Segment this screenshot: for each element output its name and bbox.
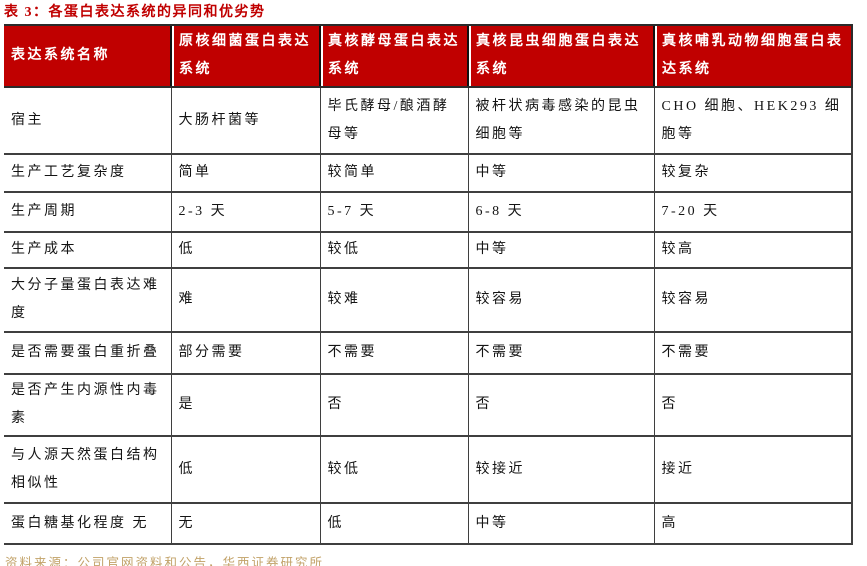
row-label: 大分子量蛋白表达难度 bbox=[4, 268, 171, 333]
row-label: 生产周期 bbox=[4, 192, 171, 233]
source-note: 资料来源：公司官网资料和公告，华西证券研究所 bbox=[5, 556, 325, 566]
column-header-eukaryotic-mammalian: 真核哺乳动物细胞蛋白表达系统 bbox=[653, 24, 853, 88]
column-header-system-name: 表达系统名称 bbox=[4, 24, 171, 88]
cell-mammalian: 接近 bbox=[653, 436, 853, 504]
cell-bacteria: 简单 bbox=[170, 154, 320, 193]
cell-mammalian: 不需要 bbox=[653, 332, 853, 375]
cell-yeast: 低 bbox=[319, 503, 468, 545]
cell-insect: 6-8 天 bbox=[467, 192, 654, 233]
row-label: 生产成本 bbox=[4, 232, 171, 269]
cell-insect: 中等 bbox=[467, 503, 654, 545]
row-label: 与人源天然蛋白结构相似性 bbox=[4, 436, 171, 504]
table-row: 大分子量蛋白表达难度 难 较难 较容易 较容易 bbox=[4, 268, 853, 333]
row-label: 蛋白糖基化程度 无 bbox=[4, 503, 171, 545]
cell-insect: 较接近 bbox=[467, 436, 654, 504]
table-row: 与人源天然蛋白结构相似性 低 较低 较接近 接近 bbox=[4, 436, 853, 504]
cell-insect: 中等 bbox=[467, 154, 654, 193]
row-label: 是否产生内源性内毒素 bbox=[4, 374, 171, 437]
cell-bacteria: 是 bbox=[170, 374, 320, 437]
table-row: 生产周期 2-3 天 5-7 天 6-8 天 7-20 天 bbox=[4, 192, 853, 233]
cell-mammalian: 较容易 bbox=[653, 268, 853, 333]
table-title: 表 3：各蛋白表达系统的异同和优劣势 bbox=[4, 5, 266, 20]
cell-bacteria: 无 bbox=[170, 503, 320, 545]
cell-bacteria: 2-3 天 bbox=[170, 192, 320, 233]
table-row: 是否需要蛋白重折叠 部分需要 不需要 不需要 不需要 bbox=[4, 332, 853, 375]
table-row: 生产成本 低 较低 中等 较高 bbox=[4, 232, 853, 269]
cell-bacteria: 难 bbox=[170, 268, 320, 333]
cell-mammalian: CHO 细胞、HEK293 细胞等 bbox=[653, 87, 853, 155]
table-header: 表达系统名称 原核细菌蛋白表达系统 真核酵母蛋白表达系统 真核昆虫细胞蛋白表达系… bbox=[4, 24, 853, 88]
expression-systems-comparison-table: 表达系统名称 原核细菌蛋白表达系统 真核酵母蛋白表达系统 真核昆虫细胞蛋白表达系… bbox=[4, 24, 853, 545]
header-row: 表达系统名称 原核细菌蛋白表达系统 真核酵母蛋白表达系统 真核昆虫细胞蛋白表达系… bbox=[4, 24, 853, 88]
table-row: 宿主 大肠杆菌等 毕氏酵母/酿酒酵母等 被杆状病毒感染的昆虫细胞等 CHO 细胞… bbox=[4, 87, 853, 155]
cell-yeast: 5-7 天 bbox=[319, 192, 468, 233]
cell-bacteria: 低 bbox=[170, 232, 320, 269]
cell-mammalian: 较复杂 bbox=[653, 154, 853, 193]
cell-mammalian: 高 bbox=[653, 503, 853, 545]
table-row: 生产工艺复杂度 简单 较简单 中等 较复杂 bbox=[4, 154, 853, 193]
cell-yeast: 较低 bbox=[319, 232, 468, 269]
cell-insect: 被杆状病毒感染的昆虫细胞等 bbox=[467, 87, 654, 155]
row-label: 宿主 bbox=[4, 87, 171, 155]
row-label: 是否需要蛋白重折叠 bbox=[4, 332, 171, 375]
cell-insect: 否 bbox=[467, 374, 654, 437]
column-header-eukaryotic-insect: 真核昆虫细胞蛋白表达系统 bbox=[467, 24, 654, 88]
cell-bacteria: 低 bbox=[170, 436, 320, 504]
cell-insect: 较容易 bbox=[467, 268, 654, 333]
cell-yeast: 不需要 bbox=[319, 332, 468, 375]
cell-bacteria: 部分需要 bbox=[170, 332, 320, 375]
cell-mammalian: 否 bbox=[653, 374, 853, 437]
table-body: 宿主 大肠杆菌等 毕氏酵母/酿酒酵母等 被杆状病毒感染的昆虫细胞等 CHO 细胞… bbox=[4, 87, 853, 545]
cell-yeast: 较简单 bbox=[319, 154, 468, 193]
cell-bacteria: 大肠杆菌等 bbox=[170, 87, 320, 155]
cell-insect: 不需要 bbox=[467, 332, 654, 375]
cell-mammalian: 较高 bbox=[653, 232, 853, 269]
column-header-eukaryotic-yeast: 真核酵母蛋白表达系统 bbox=[319, 24, 468, 88]
row-label: 生产工艺复杂度 bbox=[4, 154, 171, 193]
cell-insect: 中等 bbox=[467, 232, 654, 269]
cell-yeast: 否 bbox=[319, 374, 468, 437]
table-row: 是否产生内源性内毒素 是 否 否 否 bbox=[4, 374, 853, 437]
column-header-prokaryotic-bacteria: 原核细菌蛋白表达系统 bbox=[170, 24, 320, 88]
cell-mammalian: 7-20 天 bbox=[653, 192, 853, 233]
cell-yeast: 较低 bbox=[319, 436, 468, 504]
table-row: 蛋白糖基化程度 无 无 低 中等 高 bbox=[4, 503, 853, 545]
cell-yeast: 毕氏酵母/酿酒酵母等 bbox=[319, 87, 468, 155]
cell-yeast: 较难 bbox=[319, 268, 468, 333]
